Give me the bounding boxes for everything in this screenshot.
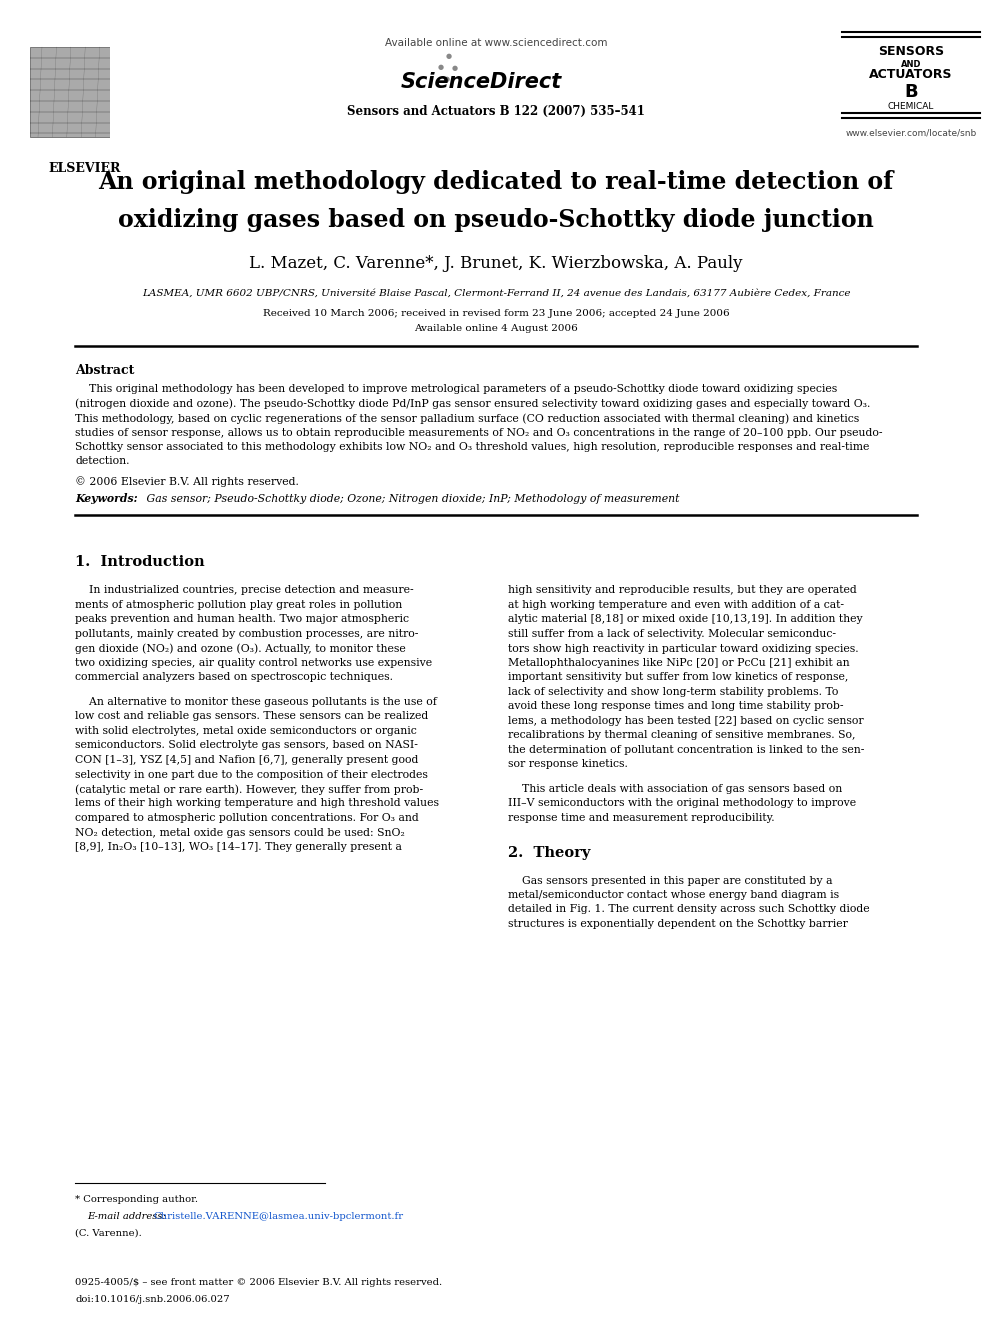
Text: (nitrogen dioxide and ozone). The pseudo-Schottky diode Pd/InP gas sensor ensure: (nitrogen dioxide and ozone). The pseudo…	[75, 398, 870, 409]
Text: detection.: detection.	[75, 456, 130, 467]
Text: SENSORS: SENSORS	[878, 45, 944, 58]
Text: selectivity in one part due to the composition of their electrodes: selectivity in one part due to the compo…	[75, 770, 428, 779]
Text: 2.  Theory: 2. Theory	[509, 845, 591, 860]
Text: Keywords:: Keywords:	[75, 493, 142, 504]
Text: [8,9], In₂O₃ [10–13], WO₃ [14–17]. They generally present a: [8,9], In₂O₃ [10–13], WO₃ [14–17]. They …	[75, 841, 402, 852]
Text: Gas sensors presented in this paper are constituted by a: Gas sensors presented in this paper are …	[509, 876, 833, 885]
Text: doi:10.1016/j.snb.2006.06.027: doi:10.1016/j.snb.2006.06.027	[75, 1295, 229, 1304]
Text: studies of sensor response, allows us to obtain reproducible measurements of NO₂: studies of sensor response, allows us to…	[75, 427, 883, 438]
Text: alytic material [8,18] or mixed oxide [10,13,19]. In addition they: alytic material [8,18] or mixed oxide [1…	[509, 614, 863, 624]
Text: at high working temperature and even with addition of a cat-: at high working temperature and even wit…	[509, 601, 844, 610]
Text: ACTUATORS: ACTUATORS	[869, 67, 952, 81]
Bar	[30, 48, 110, 138]
Text: AND: AND	[901, 60, 922, 69]
Text: avoid these long response times and long time stability prob-: avoid these long response times and long…	[509, 701, 844, 712]
Text: B: B	[904, 83, 918, 101]
Text: lems, a methodology has been tested [22] based on cyclic sensor: lems, a methodology has been tested [22]…	[509, 716, 864, 726]
Text: ments of atmospheric pollution play great roles in pollution: ments of atmospheric pollution play grea…	[75, 601, 402, 610]
Text: www.elsevier.com/locate/snb: www.elsevier.com/locate/snb	[845, 128, 977, 138]
Text: Sensors and Actuators B 122 (2007) 535–541: Sensors and Actuators B 122 (2007) 535–5…	[347, 105, 645, 118]
Text: compared to atmospheric pollution concentrations. For O₃ and: compared to atmospheric pollution concen…	[75, 814, 419, 823]
Text: An alternative to monitor these gaseous pollutants is the use of: An alternative to monitor these gaseous …	[75, 697, 436, 706]
Text: ELSEVIER: ELSEVIER	[49, 161, 121, 175]
Text: Schottky sensor associated to this methodology exhibits low NO₂ and O₃ threshold: Schottky sensor associated to this metho…	[75, 442, 869, 452]
Text: III–V semiconductors with the original methodology to improve: III–V semiconductors with the original m…	[509, 799, 857, 808]
Text: This original methodology has been developed to improve metrological parameters : This original methodology has been devel…	[75, 384, 837, 394]
Text: gen dioxide (NO₂) and ozone (O₃). Actually, to monitor these: gen dioxide (NO₂) and ozone (O₃). Actual…	[75, 643, 406, 654]
Text: * Corresponding author.: * Corresponding author.	[75, 1195, 198, 1204]
Text: CHEMICAL: CHEMICAL	[888, 102, 934, 111]
Text: semiconductors. Solid electrolyte gas sensors, based on NASI-: semiconductors. Solid electrolyte gas se…	[75, 741, 418, 750]
Text: lack of selectivity and show long-term stability problems. To: lack of selectivity and show long-term s…	[509, 687, 839, 697]
Text: recalibrations by thermal cleaning of sensitive membranes. So,: recalibrations by thermal cleaning of se…	[509, 730, 856, 741]
Text: E-mail address:: E-mail address:	[87, 1212, 169, 1221]
Text: with solid electrolytes, metal oxide semiconductors or organic: with solid electrolytes, metal oxide sem…	[75, 726, 417, 736]
Text: Abstract: Abstract	[75, 364, 134, 377]
Text: high sensitivity and reproducible results, but they are operated: high sensitivity and reproducible result…	[509, 586, 857, 595]
Text: An original methodology dedicated to real-time detection of: An original methodology dedicated to rea…	[98, 169, 894, 194]
Text: detailed in Fig. 1. The current density across such Schottky diode: detailed in Fig. 1. The current density …	[509, 905, 870, 914]
Text: response time and measurement reproducibility.: response time and measurement reproducib…	[509, 814, 775, 823]
Text: L. Mazet, C. Varenne*, J. Brunet, K. Wierzbowska, A. Pauly: L. Mazet, C. Varenne*, J. Brunet, K. Wie…	[249, 255, 743, 273]
Text: peaks prevention and human health. Two major atmospheric: peaks prevention and human health. Two m…	[75, 614, 409, 624]
Text: (C. Varenne).: (C. Varenne).	[75, 1229, 142, 1238]
Text: Received 10 March 2006; received in revised form 23 June 2006; accepted 24 June : Received 10 March 2006; received in revi…	[263, 310, 729, 318]
Text: 1.  Introduction: 1. Introduction	[75, 556, 204, 569]
Text: still suffer from a lack of selectivity. Molecular semiconduc-: still suffer from a lack of selectivity.…	[509, 628, 836, 639]
Text: In industrialized countries, precise detection and measure-: In industrialized countries, precise det…	[75, 586, 414, 595]
Text: tors show high reactivity in particular toward oxidizing species.: tors show high reactivity in particular …	[509, 643, 859, 654]
Text: 0925-4005/$ – see front matter © 2006 Elsevier B.V. All rights reserved.: 0925-4005/$ – see front matter © 2006 El…	[75, 1278, 442, 1287]
Text: Metallophthalocyanines like NiPc [20] or PcCu [21] exhibit an: Metallophthalocyanines like NiPc [20] or…	[509, 658, 850, 668]
Text: commercial analyzers based on spectroscopic techniques.: commercial analyzers based on spectrosco…	[75, 672, 393, 683]
Text: Gas sensor; Pseudo-Schottky diode; Ozone; Nitrogen dioxide; InP; Methodology of : Gas sensor; Pseudo-Schottky diode; Ozone…	[143, 493, 680, 504]
Text: ●: ●	[451, 65, 457, 71]
Text: pollutants, mainly created by combustion processes, are nitro-: pollutants, mainly created by combustion…	[75, 628, 419, 639]
Text: two oxidizing species, air quality control networks use expensive: two oxidizing species, air quality contr…	[75, 658, 433, 668]
Text: LASMEA, UMR 6602 UBP/CNRS, Université Blaise Pascal, Clermont-Ferrand II, 24 ave: LASMEA, UMR 6602 UBP/CNRS, Université Bl…	[142, 288, 850, 298]
Text: structures is exponentially dependent on the Schottky barrier: structures is exponentially dependent on…	[509, 919, 848, 929]
Text: important sensitivity but suffer from low kinetics of response,: important sensitivity but suffer from lo…	[509, 672, 849, 683]
Text: NO₂ detection, metal oxide gas sensors could be used: SnO₂: NO₂ detection, metal oxide gas sensors c…	[75, 827, 405, 837]
Text: (catalytic metal or rare earth). However, they suffer from prob-: (catalytic metal or rare earth). However…	[75, 785, 424, 795]
Text: oxidizing gases based on pseudo-Schottky diode junction: oxidizing gases based on pseudo-Schottky…	[118, 208, 874, 232]
Text: This article deals with association of gas sensors based on: This article deals with association of g…	[509, 785, 843, 794]
Text: sor response kinetics.: sor response kinetics.	[509, 759, 628, 770]
Text: ●: ●	[445, 53, 451, 60]
Text: lems of their high working temperature and high threshold values: lems of their high working temperature a…	[75, 799, 439, 808]
Text: ScienceDirect: ScienceDirect	[401, 71, 561, 93]
Text: ●: ●	[443, 75, 449, 82]
Text: ●: ●	[437, 64, 443, 70]
Text: © 2006 Elsevier B.V. All rights reserved.: © 2006 Elsevier B.V. All rights reserved…	[75, 476, 299, 487]
Text: CON [1–3], YSZ [4,5] and Nafion [6,7], generally present good: CON [1–3], YSZ [4,5] and Nafion [6,7], g…	[75, 755, 419, 765]
Text: Christelle.VARENNE@lasmea.univ-bpclermont.fr: Christelle.VARENNE@lasmea.univ-bpclermon…	[153, 1212, 403, 1221]
Text: This methodology, based on cyclic regenerations of the sensor palladium surface : This methodology, based on cyclic regene…	[75, 413, 859, 423]
Text: Available online at www.sciencedirect.com: Available online at www.sciencedirect.co…	[385, 38, 607, 48]
Text: the determination of pollutant concentration is linked to the sen-: the determination of pollutant concentra…	[509, 745, 865, 755]
Text: Available online 4 August 2006: Available online 4 August 2006	[414, 324, 578, 333]
Text: low cost and reliable gas sensors. These sensors can be realized: low cost and reliable gas sensors. These…	[75, 712, 429, 721]
Text: metal/semiconductor contact whose energy band diagram is: metal/semiconductor contact whose energy…	[509, 890, 839, 900]
